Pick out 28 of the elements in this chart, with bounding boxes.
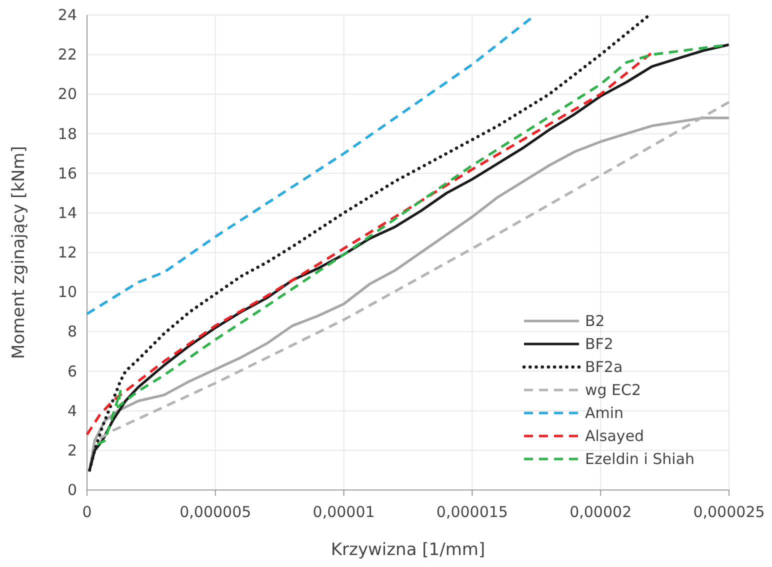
- y-tick-label: 18: [58, 124, 77, 143]
- x-tick-label: 0,00002: [570, 503, 632, 521]
- legend-label: wg EC2: [585, 381, 642, 399]
- y-tick-label: 16: [58, 164, 77, 182]
- y-tick-label: 6: [67, 362, 77, 380]
- x-tick-label: 0,000005: [180, 503, 252, 521]
- x-axis-title: Krzywizna [1/mm]: [330, 540, 486, 560]
- x-tick-label: 0,000015: [436, 503, 508, 521]
- y-tick-label: 24: [58, 6, 77, 24]
- legend-label: B2: [585, 312, 605, 330]
- legend-label: Alsayed: [585, 427, 644, 445]
- y-tick-label: 8: [67, 322, 77, 341]
- legend-label: BF2a: [585, 358, 623, 376]
- x-tick-label: 0,000025: [693, 503, 765, 521]
- y-tick-label: 0: [67, 481, 77, 499]
- y-tick-label: 4: [67, 402, 77, 420]
- y-tick-label: 22: [58, 46, 77, 64]
- x-tick-label: 0: [82, 503, 92, 521]
- legend-label: Ezeldin i Shiah: [585, 450, 695, 468]
- y-tick-label: 2: [67, 441, 77, 460]
- y-axis-title: Moment zginający [kNm]: [9, 146, 29, 359]
- y-tick-label: 12: [58, 244, 77, 262]
- y-tick-label: 14: [58, 204, 77, 222]
- x-tick-label: 0,00001: [312, 503, 375, 521]
- y-tick-label: 20: [58, 85, 77, 104]
- legend-label: BF2: [585, 335, 614, 353]
- y-tick-label: 10: [58, 283, 77, 302]
- legend-label: Amin: [585, 404, 624, 422]
